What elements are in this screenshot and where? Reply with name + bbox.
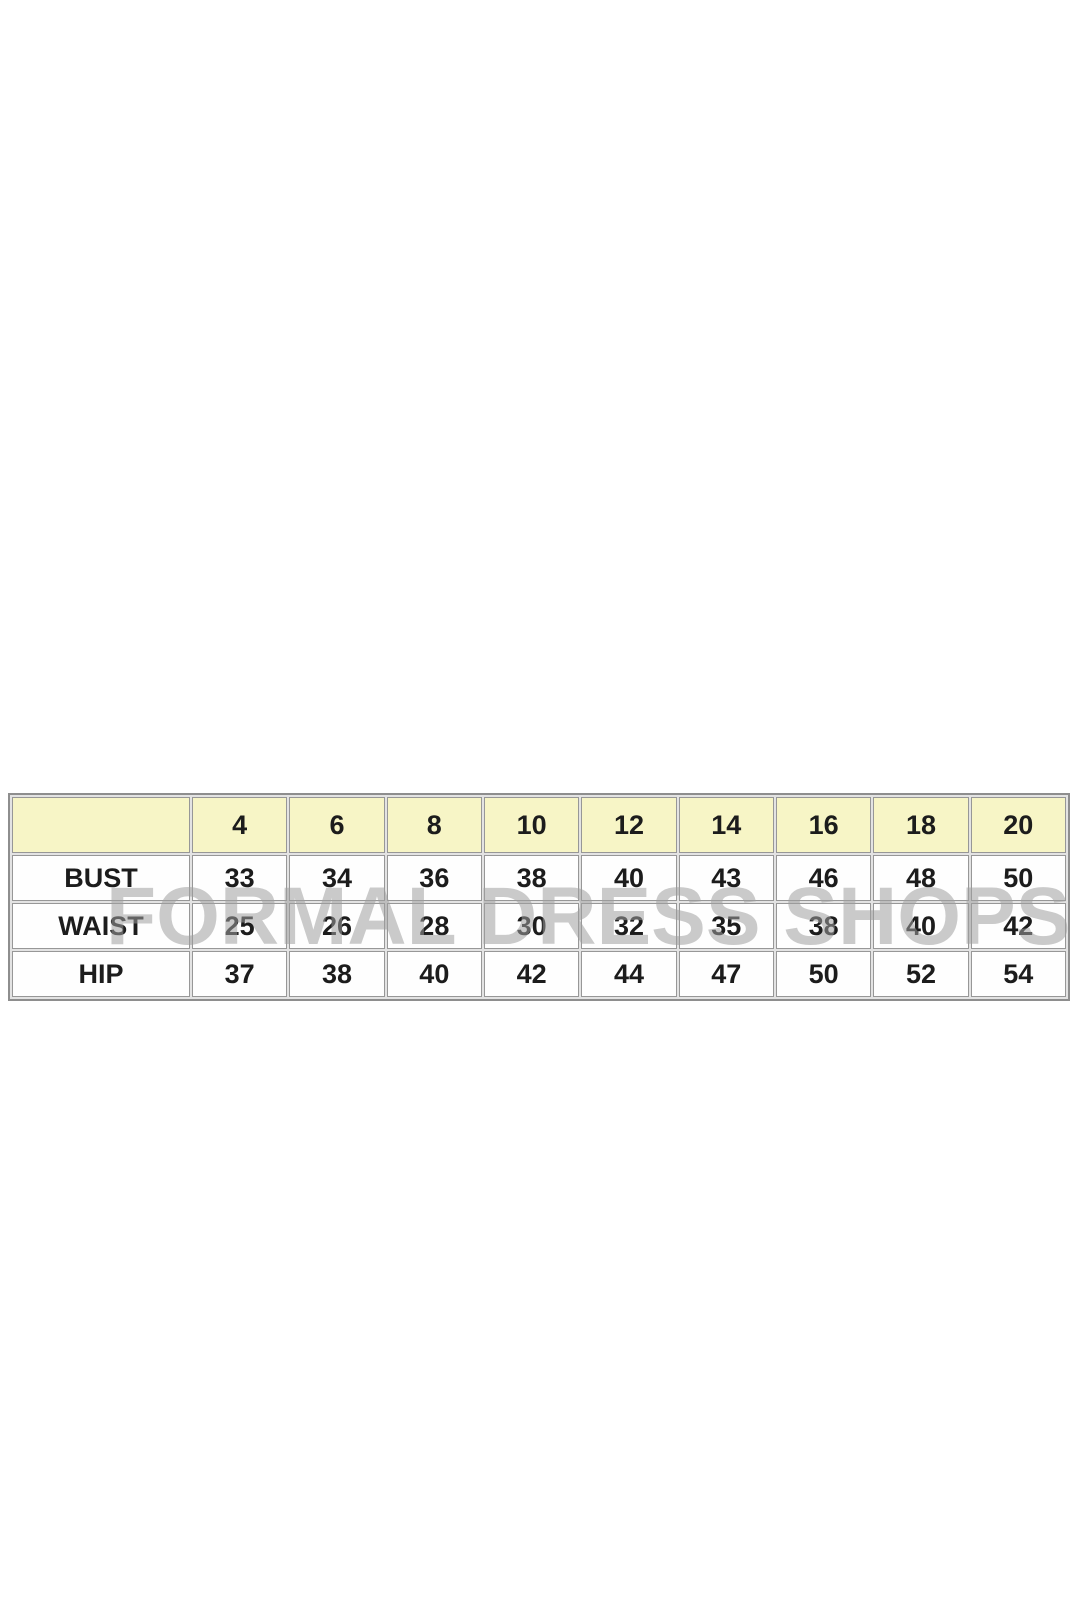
measurement-label-cell: WAIST bbox=[12, 903, 190, 949]
size-header-cell: 8 bbox=[386, 797, 482, 853]
measurement-value-cell: 47 bbox=[678, 951, 774, 997]
measurement-value-cell: 37 bbox=[192, 951, 288, 997]
measurement-value-cell: 40 bbox=[873, 903, 969, 949]
size-header-cell: 4 bbox=[192, 797, 288, 853]
size-header-cell: 18 bbox=[873, 797, 969, 853]
measurement-value-cell: 38 bbox=[483, 855, 580, 901]
measurement-value-cell: 42 bbox=[970, 903, 1066, 949]
measurement-value-cell: 50 bbox=[775, 951, 872, 997]
measurement-value-cell: 32 bbox=[581, 903, 677, 949]
measurement-value-cell: 34 bbox=[289, 855, 385, 901]
measurement-value-cell: 35 bbox=[678, 903, 774, 949]
measurement-value-cell: 38 bbox=[289, 951, 385, 997]
measurement-value-cell: 46 bbox=[775, 855, 872, 901]
measurement-value-cell: 40 bbox=[581, 855, 677, 901]
size-header-cell: 12 bbox=[581, 797, 677, 853]
measurement-value-cell: 28 bbox=[386, 903, 482, 949]
corner-cell bbox=[12, 797, 190, 853]
size-header-cell: 10 bbox=[483, 797, 580, 853]
measurement-value-cell: 48 bbox=[873, 855, 969, 901]
size-header-cell: 20 bbox=[970, 797, 1066, 853]
measurement-value-cell: 52 bbox=[873, 951, 969, 997]
measurement-value-cell: 44 bbox=[581, 951, 677, 997]
measurement-value-cell: 30 bbox=[483, 903, 580, 949]
size-header-cell: 16 bbox=[775, 797, 872, 853]
measurement-value-cell: 42 bbox=[483, 951, 580, 997]
size-header-cell: 6 bbox=[289, 797, 385, 853]
measurement-label-cell: HIP bbox=[12, 951, 190, 997]
measurement-value-cell: 33 bbox=[192, 855, 288, 901]
measurement-value-cell: 50 bbox=[970, 855, 1066, 901]
measurement-value-cell: 36 bbox=[386, 855, 482, 901]
measurement-value-cell: 54 bbox=[970, 951, 1066, 997]
measurement-value-cell: 43 bbox=[678, 855, 774, 901]
size-header-cell: 14 bbox=[678, 797, 774, 853]
measurement-row: WAIST 25 26 28 30 32 35 38 40 42 bbox=[12, 903, 1066, 949]
measurement-value-cell: 38 bbox=[775, 903, 872, 949]
measurement-value-cell: 25 bbox=[192, 903, 288, 949]
measurement-value-cell: 26 bbox=[289, 903, 385, 949]
size-chart-table: 4 6 8 10 12 14 16 18 20 BUST 33 34 36 38 40 43 46 48 50 WAI… bbox=[8, 793, 1070, 1001]
measurement-label-cell: BUST bbox=[12, 855, 190, 901]
measurement-row: HIP 37 38 40 42 44 47 50 52 54 bbox=[12, 951, 1066, 997]
measurement-value-cell: 40 bbox=[386, 951, 482, 997]
size-header-row: 4 6 8 10 12 14 16 18 20 bbox=[12, 797, 1066, 853]
measurement-row: BUST 33 34 36 38 40 43 46 48 50 bbox=[12, 855, 1066, 901]
